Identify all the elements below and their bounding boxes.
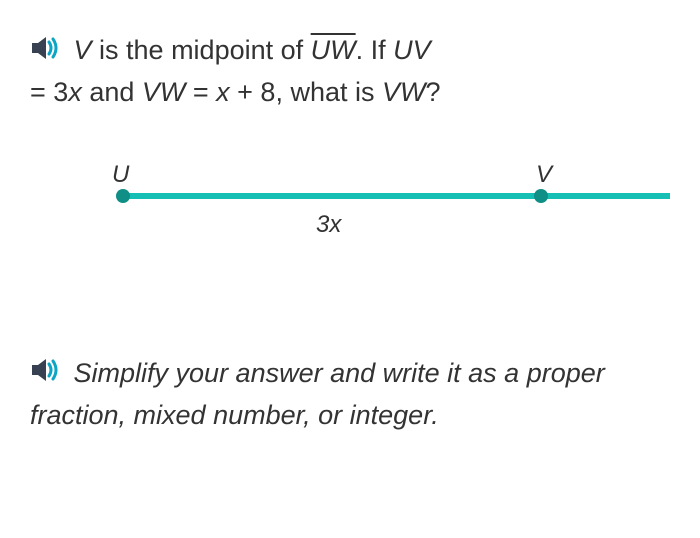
expr-rest: + 8, what is	[230, 77, 382, 107]
speaker-icon[interactable]	[30, 354, 60, 395]
instruction-body: Simplify your answer and write it as a p…	[30, 358, 605, 430]
point-label-u: U	[112, 161, 129, 189]
eq-text: =	[185, 77, 216, 107]
point-u	[116, 189, 130, 203]
line2-prefix: =	[30, 77, 53, 107]
number-line-diagram: U V 3x	[30, 163, 670, 283]
text-part1: is the midpoint of	[92, 35, 311, 65]
expr-x: x	[216, 77, 230, 107]
qmark: ?	[425, 77, 440, 107]
var-v: V	[74, 35, 92, 65]
instruction-text: Simplify your answer and write it as a p…	[30, 353, 670, 436]
problem-statement: V is the midpoint of UW. If UV = 3x and …	[30, 30, 670, 113]
var-uv: UV	[393, 35, 431, 65]
segment-label-uv: 3x	[316, 211, 341, 239]
point-label-v: V	[536, 161, 552, 189]
expr-uv: 3x	[53, 77, 82, 107]
text-part2: . If	[356, 35, 394, 65]
var-vw: VW	[142, 77, 186, 107]
segment-uw: UW	[311, 35, 356, 65]
text-part3: and	[82, 77, 142, 107]
question-var: VW	[382, 77, 426, 107]
speaker-icon[interactable]	[30, 32, 60, 73]
point-v	[534, 189, 548, 203]
line-segment	[122, 193, 670, 199]
